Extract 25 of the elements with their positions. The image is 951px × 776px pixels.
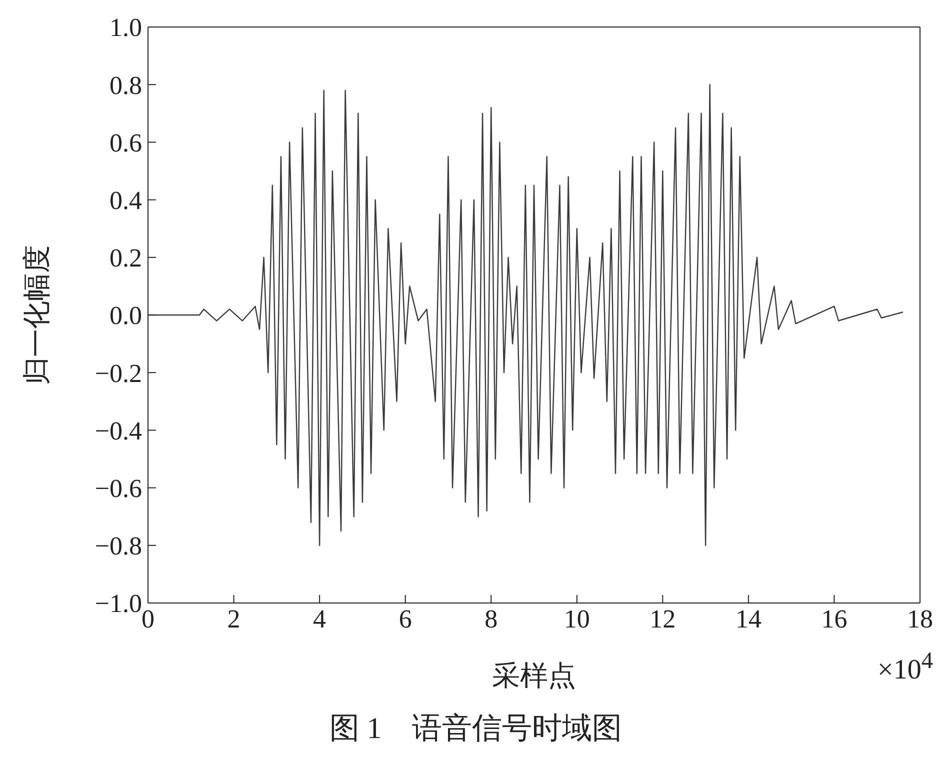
y-tick-label: −0.8 <box>94 532 142 561</box>
text: ×10$^{4}$ <box>878 648 933 686</box>
y-tick-label: −0.6 <box>94 474 142 504</box>
y-tick-label: 0.8 <box>110 70 142 100</box>
x-tick-label: 12 <box>650 604 676 634</box>
x-tick-label: 4 <box>313 604 326 634</box>
y-tick-label: 0.2 <box>110 244 142 273</box>
x-tick-label: 8 <box>484 604 498 634</box>
caption: 图 1 语音信号时域图 <box>328 711 623 747</box>
x-tick-label: 2 <box>227 604 240 634</box>
y-tick-label: 0.0 <box>110 301 142 330</box>
y-tick-label: 0.4 <box>110 186 142 216</box>
x-tick-label: 16 <box>821 604 848 634</box>
x-axis-title: 采样点 <box>492 661 576 692</box>
x-tick-label: 18 <box>907 604 933 634</box>
x-tick-label: 14 <box>735 604 762 634</box>
y-tick-label: 1.0 <box>110 13 142 42</box>
y-tick-label: 0.6 <box>110 128 142 158</box>
y-tick-label: −1.0 <box>94 589 142 618</box>
x-tick-label: 0 <box>142 604 154 634</box>
y-tick-label: −0.4 <box>94 416 142 446</box>
x-tick-label: 6 <box>398 604 412 634</box>
y-tick-label: −0.2 <box>94 358 142 388</box>
x-tick-label: 10 <box>564 604 590 634</box>
y-axis-title: 归一化幅度 <box>22 245 53 385</box>
